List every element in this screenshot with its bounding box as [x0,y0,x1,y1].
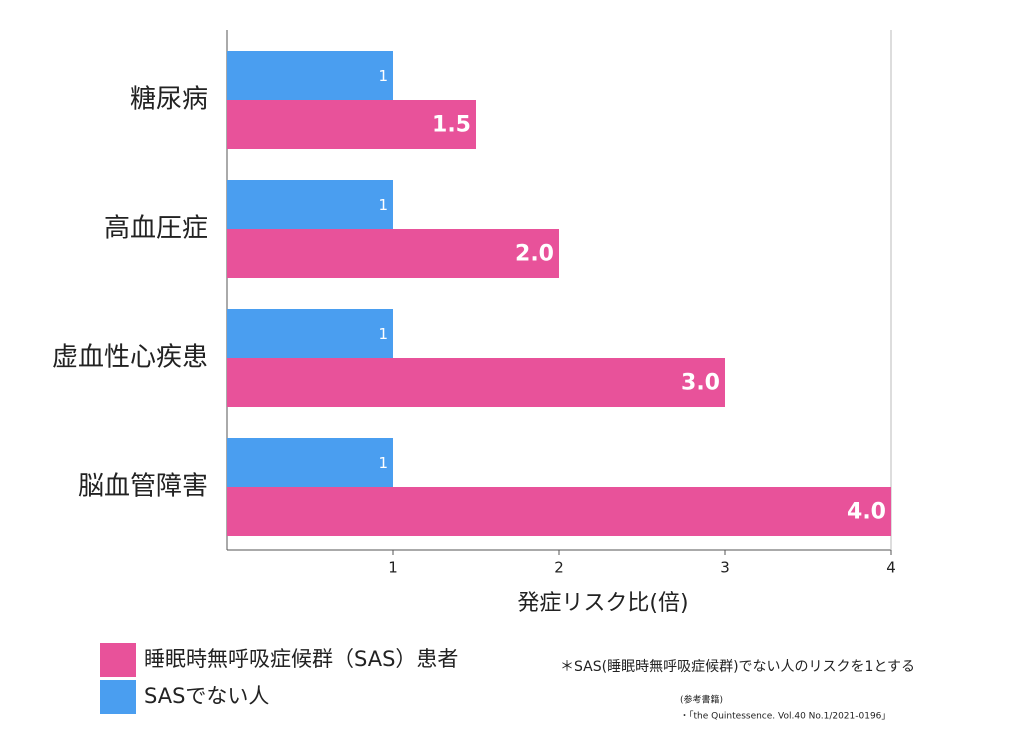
bar [227,358,725,407]
x-tick-label: 3 [720,559,730,577]
y-tick-label: 虚血性心疾患 [52,343,208,373]
source: ・「the Quintessence. Vol.40 No.1/2021-019… [680,711,890,722]
y-tick-label: 脳血管障害 [78,472,208,502]
legend-label: 睡眠時無呼吸症候群（SAS）患者 [144,647,458,671]
bar [227,487,891,536]
data-label: 1 [378,67,388,85]
legend-swatch [100,680,136,714]
source-heading: (参考書籍) [680,694,723,706]
data-label: 1.5 [432,113,471,138]
bar [227,309,393,358]
y-tick-label: 高血圧症 [104,214,208,244]
x-tick-label: 1 [388,559,398,577]
bar [227,100,476,149]
bar [227,51,393,100]
data-label: 2.0 [515,242,554,267]
data-label: 4.0 [847,500,886,525]
bar [227,438,393,487]
data-label: 3.0 [681,371,720,396]
data-label: 1 [378,196,388,214]
y-tick-label: 糖尿病 [130,85,208,115]
data-label: 1 [378,454,388,472]
bar [227,229,559,278]
legend-label: SASでない人 [144,684,269,708]
bar [227,180,393,229]
x-axis-label: 発症リスク比(倍) [517,591,688,616]
x-tick-label: 4 [886,559,896,577]
data-label: 1 [378,325,388,343]
legend-swatch [100,643,136,677]
note: ＊SAS(睡眠時無呼吸症候群)でない人のリスクを1とする [560,659,915,675]
x-tick-label: 2 [554,559,564,577]
